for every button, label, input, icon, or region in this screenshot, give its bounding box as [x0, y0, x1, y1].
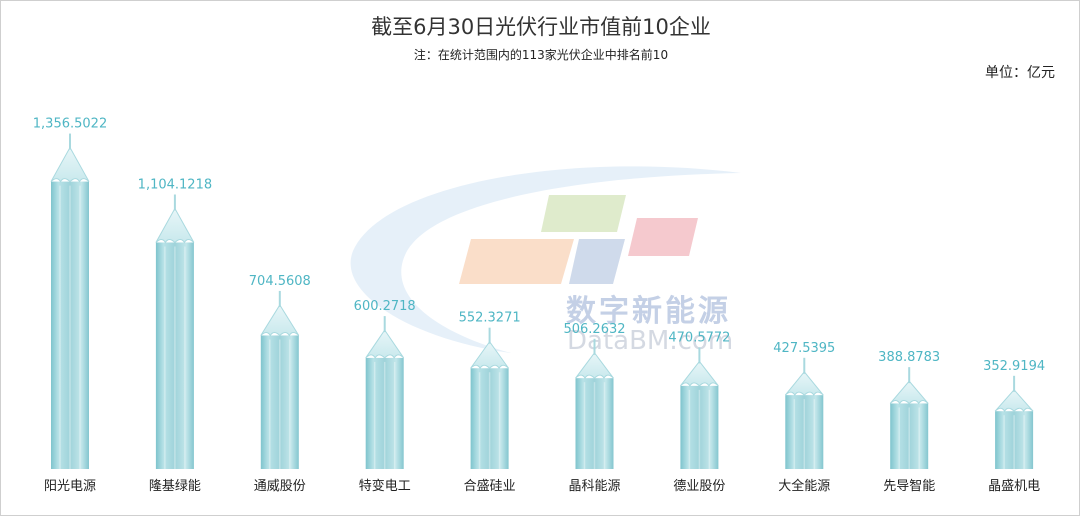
bar-group: 506.2632 晶科能源 [563, 322, 625, 494]
bar-group: 1,104.1218 隆基绿能 [138, 177, 212, 494]
bar-cap [784, 371, 824, 397]
category-label: 晶盛机电 [988, 479, 1040, 494]
category-label: 德业股份 [673, 479, 725, 494]
category-label: 通威股份 [254, 479, 306, 494]
bar-cap [50, 146, 90, 183]
chart-subtitle: 注：在统计范围内的113家光伏企业中排名前10 [413, 48, 669, 62]
bar-group: 704.5608 通威股份 [249, 274, 311, 494]
bar-group: 1,356.5022 阳光电源 [33, 117, 107, 494]
bar-cap [155, 207, 195, 244]
category-label: 隆基绿能 [149, 479, 201, 494]
unit-label: 单位：亿元 [985, 65, 1055, 81]
data-label: 552.3271 [459, 311, 521, 326]
data-label: 427.5395 [773, 341, 835, 356]
bar-cap [575, 351, 614, 380]
bar [575, 378, 614, 469]
chart-title: 截至6月30日光伏行业市值前10企业 [371, 15, 711, 39]
data-label: 352.9194 [983, 359, 1045, 374]
bar-cap [365, 329, 405, 359]
category-label: 大全能源 [778, 478, 830, 494]
bar [155, 242, 194, 469]
bar [995, 411, 1034, 469]
bar [51, 181, 89, 470]
bar [365, 357, 404, 469]
bar [680, 385, 719, 469]
bar-cap [260, 303, 300, 337]
data-label: 704.5608 [249, 274, 311, 289]
data-label: 506.2632 [563, 322, 625, 337]
data-label: 600.2718 [354, 299, 416, 314]
category-label: 特变电工 [359, 478, 411, 494]
bar-cap [994, 389, 1034, 413]
category-label: 晶科能源 [568, 479, 620, 494]
bar-group: 352.9194 晶盛机电 [983, 359, 1045, 494]
bar-group: 470.5772 德业股份 [668, 330, 730, 494]
bar-group: 388.8783 先导智能 [878, 350, 940, 494]
bar-group: 427.5395 大全能源 [773, 341, 835, 494]
category-label: 先导智能 [883, 479, 935, 494]
category-label: 阳光电源 [44, 479, 96, 494]
data-label: 1,356.5022 [33, 117, 107, 132]
bar-group: 552.3271 合盛硅业 [459, 311, 521, 494]
bar [890, 403, 929, 469]
bar-cap [889, 380, 929, 405]
data-label: 470.5772 [668, 330, 730, 345]
bar-group: 600.2718 特变电工 [354, 299, 416, 494]
data-label: 388.8783 [878, 350, 940, 365]
bar [470, 368, 509, 469]
bar-cap [470, 340, 510, 370]
bar-cap [680, 360, 719, 387]
bar [785, 395, 824, 469]
data-label: 1,104.1218 [138, 177, 212, 192]
bar [260, 335, 299, 469]
category-label: 合盛硅业 [464, 479, 516, 494]
